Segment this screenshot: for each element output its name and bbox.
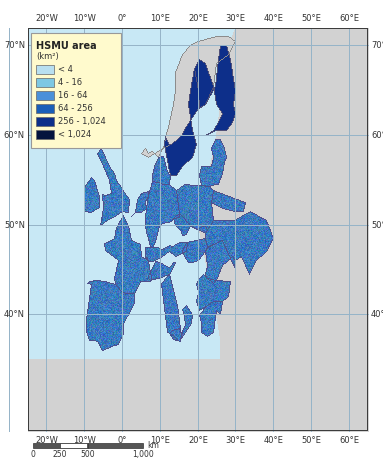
Text: 256 - 1,024: 256 - 1,024 [58, 117, 106, 126]
Text: 10°E: 10°E [150, 436, 170, 445]
Text: 50°N: 50°N [371, 220, 383, 229]
Bar [36, 117, 54, 126]
Text: 50°E: 50°E [301, 14, 321, 23]
Text: 40°E: 40°E [264, 14, 283, 23]
Text: 16 - 64: 16 - 64 [58, 91, 87, 100]
Text: 20°E: 20°E [188, 436, 208, 445]
Text: 50°E: 50°E [301, 436, 321, 445]
Text: 40°N: 40°N [371, 310, 383, 319]
Text: 30°E: 30°E [226, 436, 246, 445]
Text: 20°W: 20°W [36, 436, 58, 445]
Text: 0: 0 [31, 450, 36, 459]
Text: 30°E: 30°E [226, 14, 246, 23]
Text: 10°W: 10°W [73, 436, 96, 445]
Bar [88, 443, 143, 448]
Text: 60°N: 60°N [371, 131, 383, 140]
Text: 70°N: 70°N [371, 41, 383, 50]
Text: 10°E: 10°E [150, 14, 170, 23]
Text: km: km [147, 440, 159, 449]
Text: 40°E: 40°E [264, 436, 283, 445]
Text: < 4: < 4 [58, 65, 73, 74]
Bar [31, 33, 121, 148]
Bar [36, 65, 54, 74]
Text: 40°N: 40°N [4, 310, 25, 319]
Text: 0°: 0° [118, 436, 127, 445]
Bar [60, 443, 87, 448]
Bar [36, 91, 54, 100]
Text: HSMU area: HSMU area [36, 41, 97, 51]
Text: (km²): (km²) [36, 52, 59, 61]
Bar [36, 104, 54, 113]
Text: 50°N: 50°N [4, 220, 25, 229]
Bar [36, 78, 54, 87]
Text: 0°: 0° [118, 14, 127, 23]
Text: 1,000: 1,000 [132, 450, 154, 459]
Text: 500: 500 [81, 450, 95, 459]
Text: 70°N: 70°N [4, 41, 25, 50]
Text: 20°E: 20°E [188, 14, 208, 23]
Bar [36, 130, 54, 139]
Text: 60°E: 60°E [339, 436, 359, 445]
Text: 20°W: 20°W [36, 14, 58, 23]
Text: < 1,024: < 1,024 [58, 130, 91, 139]
Bar [33, 443, 88, 448]
Text: 4 - 16: 4 - 16 [58, 78, 82, 87]
Text: 60°E: 60°E [339, 14, 359, 23]
Text: 60°N: 60°N [4, 131, 25, 140]
Text: 64 - 256: 64 - 256 [58, 104, 93, 113]
Text: 250: 250 [53, 450, 67, 459]
Text: 10°W: 10°W [73, 14, 96, 23]
